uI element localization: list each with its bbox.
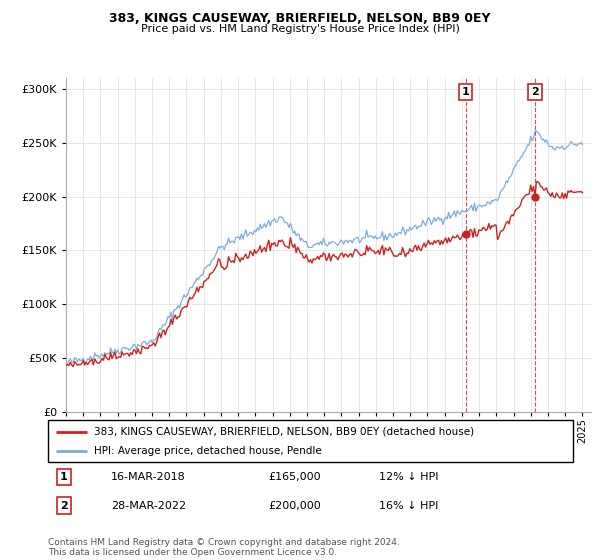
Text: 2: 2 — [60, 501, 68, 511]
Text: 383, KINGS CAUSEWAY, BRIERFIELD, NELSON, BB9 0EY: 383, KINGS CAUSEWAY, BRIERFIELD, NELSON,… — [109, 12, 491, 25]
Text: 12% ↓ HPI: 12% ↓ HPI — [379, 472, 438, 482]
Text: £165,000: £165,000 — [269, 472, 321, 482]
Text: Contains HM Land Registry data © Crown copyright and database right 2024.
This d: Contains HM Land Registry data © Crown c… — [48, 538, 400, 557]
Text: £200,000: £200,000 — [269, 501, 321, 511]
Text: 1: 1 — [461, 87, 469, 97]
Text: HPI: Average price, detached house, Pendle: HPI: Average price, detached house, Pend… — [94, 446, 322, 456]
Text: 2: 2 — [531, 87, 539, 97]
FancyBboxPatch shape — [48, 420, 573, 462]
Text: 383, KINGS CAUSEWAY, BRIERFIELD, NELSON, BB9 0EY (detached house): 383, KINGS CAUSEWAY, BRIERFIELD, NELSON,… — [94, 427, 475, 437]
Text: Price paid vs. HM Land Registry's House Price Index (HPI): Price paid vs. HM Land Registry's House … — [140, 24, 460, 34]
Text: 28-MAR-2022: 28-MAR-2022 — [111, 501, 186, 511]
Text: 16% ↓ HPI: 16% ↓ HPI — [379, 501, 438, 511]
Text: 16-MAR-2018: 16-MAR-2018 — [111, 472, 186, 482]
Text: 1: 1 — [60, 472, 68, 482]
